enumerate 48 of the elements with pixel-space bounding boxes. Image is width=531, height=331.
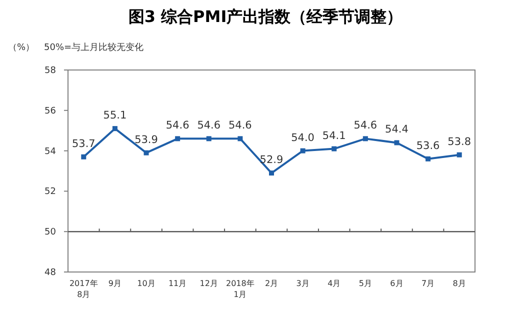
y-tick-label: 50: [44, 228, 56, 238]
data-label: 54.4: [385, 124, 409, 136]
y-tick-label: 48: [44, 268, 56, 278]
y-tick-label: 56: [44, 106, 56, 116]
point: [362, 136, 368, 142]
x-tick-label: 2月: [264, 279, 278, 288]
point: [81, 154, 86, 160]
chart-title: 图3 综合PMI产出指数（经季节调整）: [128, 7, 403, 26]
y-tick-label: 52: [44, 187, 56, 198]
point: [269, 170, 274, 176]
point: [144, 150, 149, 156]
x-tick-label: 3月: [296, 279, 310, 288]
point: [394, 140, 400, 146]
point: [206, 136, 212, 142]
x-tick-label: 5月: [358, 279, 372, 288]
point: [456, 152, 462, 158]
data-label: 54.6: [197, 120, 221, 132]
x-tick-label: 4月: [328, 279, 341, 288]
point: [238, 136, 243, 142]
point: [175, 136, 180, 142]
data-label: 53.9: [134, 134, 158, 146]
x-tick-label: 2018年 1月: [226, 279, 254, 299]
data-label: 53.7: [72, 138, 96, 150]
x-tick-label: 10月: [137, 279, 156, 288]
data-label: 53.8: [448, 136, 472, 148]
data-label: 53.6: [416, 140, 440, 152]
x-tick-label: 8月: [452, 279, 466, 288]
data-label: 54.0: [291, 132, 315, 144]
x-tick-label: 7月: [421, 279, 435, 288]
point: [112, 126, 118, 132]
point: [332, 146, 337, 152]
point: [300, 148, 306, 154]
data-label: 55.1: [103, 110, 127, 122]
data-label: 54.6: [354, 120, 378, 132]
y-axis-title: （%）: [8, 43, 35, 53]
x-tick-label: 12月: [200, 279, 218, 288]
point: [426, 156, 431, 162]
x-tick-label: 2017年 8月: [69, 279, 98, 299]
x-tick-label: 11月: [168, 279, 187, 288]
x-tick-label: 6月: [390, 279, 404, 288]
data-label: 54.6: [228, 120, 252, 132]
y-tick-label: 54: [44, 146, 56, 157]
x-tick-label: 9月: [108, 279, 122, 288]
data-label: 52.9: [260, 154, 284, 166]
text: 50%=与上月比较无变化: [44, 42, 144, 53]
data-label: 54.6: [166, 120, 190, 132]
data-label: 54.1: [322, 130, 346, 142]
y-tick-label: 58: [44, 66, 56, 76]
